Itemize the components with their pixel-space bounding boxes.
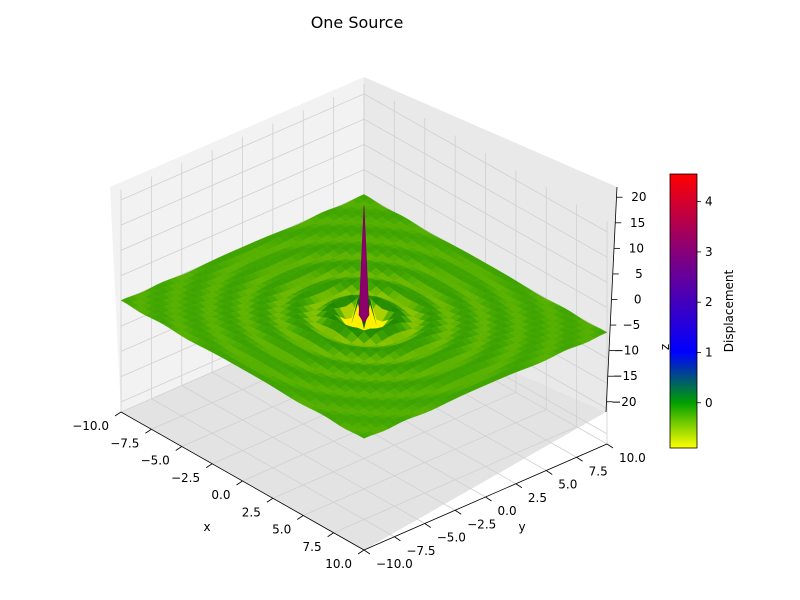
- x-tick-mark: [357, 549, 365, 555]
- z-tick-label: 5: [635, 267, 643, 281]
- y-tick-label: 5.0: [558, 478, 577, 492]
- y-tick-mark: [394, 536, 401, 542]
- x-tick-label: −5.0: [141, 454, 170, 468]
- y-tick-mark: [606, 443, 614, 449]
- y-tick-label: 2.5: [528, 491, 547, 505]
- x-tick-mark: [175, 446, 182, 451]
- x-tick-label: −7.5: [110, 436, 139, 450]
- z-tick-label: −10: [614, 344, 639, 358]
- y-tick-label: 7.5: [589, 464, 608, 478]
- z-tick-label: 10: [629, 241, 644, 255]
- y-tick-mark: [546, 470, 553, 475]
- y-tick-mark: [424, 523, 431, 528]
- x-tick-label: 10.0: [325, 557, 352, 571]
- x-tick-label: −2.5: [171, 471, 200, 485]
- y-axis-ticks: −10.0−7.5−5.0−2.50.0 2.5 5.0 7.5 10.0: [363, 443, 646, 571]
- x-tick-mark: [327, 532, 334, 538]
- z-tick-label: 0: [634, 293, 642, 307]
- x-tick-mark: [205, 463, 213, 469]
- z-tick-label: −20: [611, 395, 636, 409]
- x-tick-label: 0.0: [211, 488, 230, 502]
- x-tick-mark: [236, 480, 243, 486]
- z-tick-label: −5: [623, 318, 641, 332]
- y-tick-label: −5.0: [437, 531, 466, 545]
- colorbar: 0 1 2 3 4 Displacement: [669, 173, 736, 449]
- colorbar-label: Displacement: [722, 269, 736, 352]
- surface-facet: [357, 432, 371, 439]
- y-tick-mark: [363, 549, 371, 555]
- colorbar-tick-label: 1: [705, 345, 713, 359]
- x-tick-label: 7.5: [303, 540, 322, 554]
- y-axis-label: y: [518, 520, 525, 534]
- colorbar-ticks: 0 1 2 3 4: [697, 195, 713, 410]
- z-tick-label: −15: [612, 369, 637, 383]
- x-tick-label: 5.0: [272, 523, 291, 537]
- x-tick-mark: [145, 428, 152, 434]
- y-tick-mark: [515, 483, 523, 489]
- y-tick-label: 0.0: [498, 504, 517, 518]
- colorbar-tick-label: 3: [705, 245, 713, 259]
- colorbar-tick-label: 4: [705, 195, 713, 209]
- y-tick-label: −7.5: [406, 544, 435, 558]
- x-tick-mark: [266, 497, 274, 503]
- chart-title: One Source: [311, 13, 404, 32]
- y-tick-label: −2.5: [467, 517, 496, 531]
- colorbar-tick-label: 0: [705, 396, 713, 410]
- x-tick-mark: [114, 411, 122, 417]
- x-axis-label: x: [203, 520, 210, 534]
- z-tick-label: 15: [630, 216, 645, 230]
- z-tick-label: 20: [631, 190, 646, 204]
- colorbar-gradient: [669, 173, 698, 449]
- z-axis-label: z: [658, 344, 672, 350]
- x-tick-label: 2.5: [242, 505, 261, 519]
- z-axis-ticks: −20 −15 −10 −5 0 5 10 15 20: [606, 190, 647, 409]
- x-tick-label: −10.0: [72, 419, 109, 433]
- colorbar-tick-label: 2: [705, 295, 713, 309]
- source-peak: [358, 205, 370, 324]
- x-axis-ticks: −10.0−7.5−5.0−2.5 0.0 2.5 5.0 7.510.0: [72, 411, 365, 571]
- surface-plot: [120, 194, 608, 439]
- y-tick-label: 10.0: [619, 451, 646, 465]
- y-tick-mark: [485, 496, 492, 502]
- y-tick-mark: [454, 509, 462, 515]
- y-tick-label: −10.0: [376, 557, 413, 571]
- y-tick-mark: [576, 456, 583, 462]
- x-tick-mark: [297, 515, 304, 520]
